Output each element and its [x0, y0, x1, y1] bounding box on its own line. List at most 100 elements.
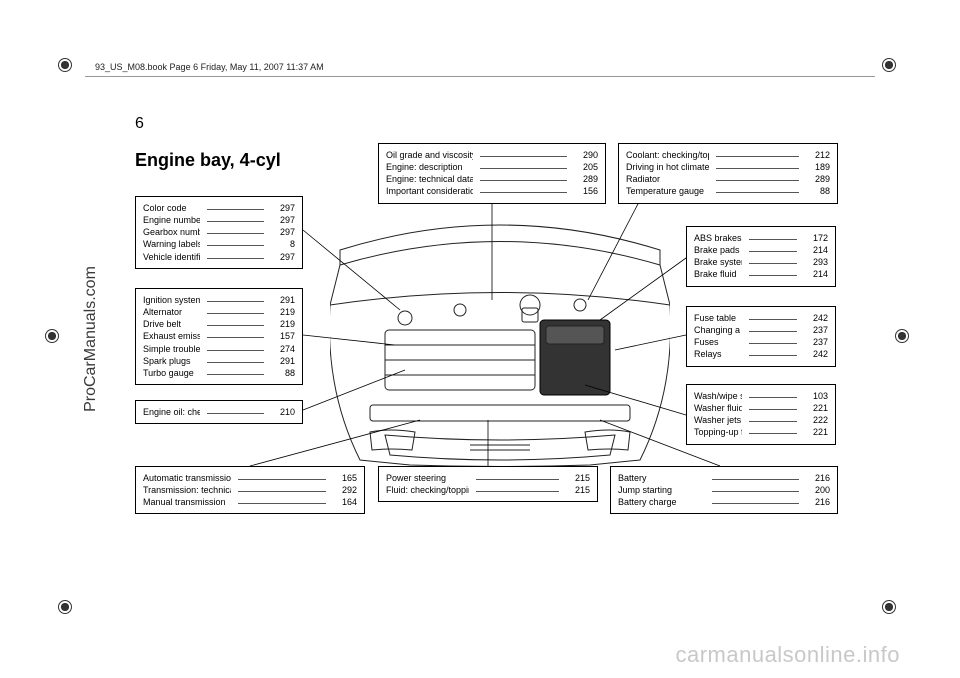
index-page: 293 [804, 256, 828, 268]
index-label: Battery [618, 472, 705, 484]
index-label: Engine oil: checking level [143, 406, 200, 418]
index-row: Relays 242 [694, 348, 828, 360]
index-page: 297 [271, 214, 295, 226]
box-oil-grade: Oil grade and viscosity290Engine: descri… [378, 143, 606, 204]
index-row: Topping-up fluid221 [694, 426, 828, 438]
index-page: 164 [333, 496, 357, 508]
leader-line [207, 202, 264, 210]
leader-line [749, 402, 797, 410]
leader-line [716, 185, 799, 193]
index-label: Turbo gauge [143, 367, 200, 379]
index-label: Topping-up fluid [694, 426, 742, 438]
index-page: 237 [804, 336, 828, 348]
index-row: Fuses237 [694, 336, 828, 348]
leader-line [712, 496, 799, 504]
index-row: Engine oil: checking level 210 [143, 406, 295, 418]
leader-line [712, 472, 799, 480]
index-page: 189 [806, 161, 830, 173]
index-label: Washer fluid [694, 402, 742, 414]
crop-mark [45, 329, 65, 349]
index-page: 297 [271, 251, 295, 263]
crop-mark [882, 58, 902, 78]
index-row: Gearbox number297 [143, 226, 295, 238]
box-engine-oil: Engine oil: checking level 210 [135, 400, 303, 424]
index-label: Vehicle identification number [143, 251, 200, 263]
index-row: Important considerations for driving156 [386, 185, 598, 197]
index-page: 165 [333, 472, 357, 484]
index-page: 172 [804, 232, 828, 244]
leader-line [480, 161, 567, 169]
box-coolant: Coolant: checking/topping-up 212Driving i… [618, 143, 838, 204]
index-label: Ignition system [143, 294, 200, 306]
index-label: Power steering [386, 472, 469, 484]
leader-line [207, 367, 264, 375]
index-row: Drive belt219 [143, 318, 295, 330]
index-page: 237 [804, 324, 828, 336]
leader-line [207, 406, 264, 414]
index-page: 219 [271, 306, 295, 318]
leader-line [207, 318, 264, 326]
index-page: 214 [804, 244, 828, 256]
leader-line [238, 484, 326, 492]
index-page: 157 [271, 330, 295, 342]
index-page: 289 [574, 173, 598, 185]
leader-line [749, 312, 797, 320]
index-row: Coolant: checking/topping-up 212 [626, 149, 830, 161]
index-row: Alternator219 [143, 306, 295, 318]
index-row: Automatic transmission165 [143, 472, 357, 484]
index-page: 88 [271, 367, 295, 379]
index-page: 214 [804, 268, 828, 280]
index-row: Manual transmission 164 [143, 496, 357, 508]
index-label: Simple troubleshooting (ACC) [143, 343, 200, 355]
index-label: Changing a fuse [694, 324, 742, 336]
leader-line [749, 232, 797, 240]
index-row: Brake system293 [694, 256, 828, 268]
index-page: 215 [566, 472, 590, 484]
leader-line [207, 226, 264, 234]
index-row: Color code297 [143, 202, 295, 214]
index-label: Color code [143, 202, 200, 214]
index-page: 205 [574, 161, 598, 173]
index-page: 242 [804, 348, 828, 360]
index-row: Jump starting200 [618, 484, 830, 496]
index-label: Manual transmission [143, 496, 231, 508]
crop-mark [58, 58, 78, 78]
index-row: Engine number 297 [143, 214, 295, 226]
watermark-bottom: carmanualsonline.info [675, 642, 900, 668]
leader-line [207, 306, 264, 314]
leader-line [207, 330, 264, 338]
crop-mark [882, 600, 902, 620]
index-row: Changing a fuse 237 [694, 324, 828, 336]
index-page: 292 [333, 484, 357, 496]
index-label: Engine number [143, 214, 200, 226]
index-row: Engine: technical data289 [386, 173, 598, 185]
leader-line [480, 149, 567, 157]
index-label: Exhaust emission control [143, 330, 200, 342]
index-label: Coolant: checking/topping-up [626, 149, 709, 161]
box-abs: ABS brakes172Brake pads214Brake system29… [686, 226, 836, 287]
box-transmission: Automatic transmission165Transmission: t… [135, 466, 365, 514]
index-page: 221 [804, 402, 828, 414]
index-label: Wash/wipe stalk switch [694, 390, 742, 402]
index-row: Driving in hot climates189 [626, 161, 830, 173]
index-row: Fuse table242 [694, 312, 828, 324]
page-number: 6 [135, 115, 144, 133]
leader-line [749, 348, 797, 356]
leader-line [207, 343, 264, 351]
box-ignition: Ignition system291Alternator219Drive bel… [135, 288, 303, 385]
leader-line [480, 185, 567, 193]
header-rule [85, 76, 875, 77]
index-label: Warning labels [143, 238, 200, 250]
leader-line [716, 161, 799, 169]
index-page: 210 [271, 406, 295, 418]
index-row: Battery charge216 [618, 496, 830, 508]
index-page: 215 [566, 484, 590, 496]
index-label: Relays [694, 348, 742, 360]
index-page: 212 [806, 149, 830, 161]
leader-line [749, 324, 797, 332]
leader-line [749, 336, 797, 344]
index-row: Engine: description205 [386, 161, 598, 173]
leader-line [238, 472, 326, 480]
index-page: 274 [271, 343, 295, 355]
index-label: Jump starting [618, 484, 705, 496]
